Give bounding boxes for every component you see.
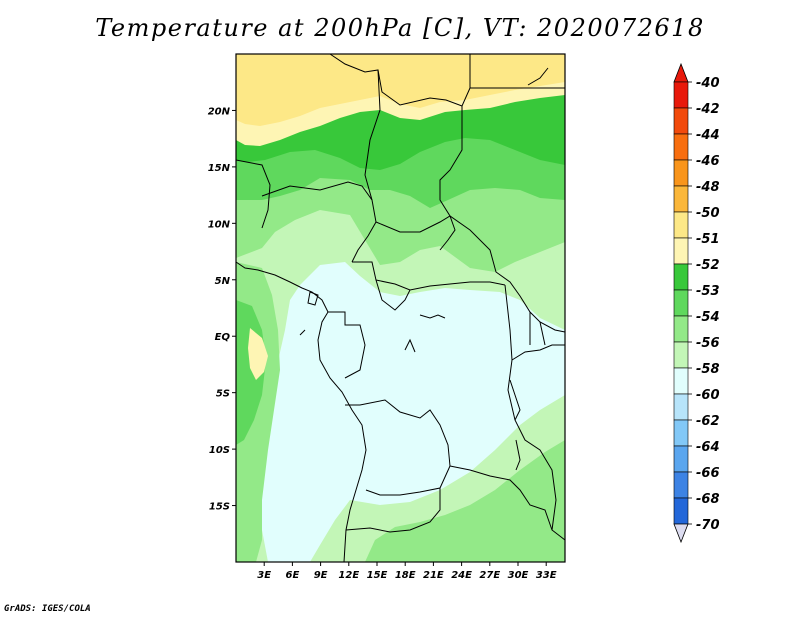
- lat-tick-label: 10S: [209, 445, 230, 456]
- colorbar-label: -60: [696, 388, 720, 403]
- colorbar-segment: [673, 445, 689, 473]
- colorbar-label: -66: [696, 466, 720, 481]
- lat-tick-label: 10N: [208, 219, 231, 230]
- lat-tick-label: 5S: [216, 389, 230, 400]
- lat-tick-label: 5N: [215, 276, 231, 287]
- colorbar-segment: [673, 263, 689, 291]
- colorbar-bottom-arrow: [673, 523, 689, 544]
- chart-title: Temperature at 200hPa [C], VT: 202007261…: [95, 14, 705, 42]
- colorbar-label: -44: [696, 128, 720, 143]
- colorbar-label: -51: [696, 232, 720, 247]
- lat-tick-label: 20N: [208, 106, 231, 117]
- lon-tick-label: 33E: [536, 570, 557, 581]
- colorbar-segment: [673, 211, 689, 239]
- lat-tick-label: 15N: [208, 163, 231, 174]
- field-yellow: [236, 54, 565, 126]
- field-green-south: [365, 440, 565, 562]
- colorbar-label: -50: [696, 206, 720, 221]
- lon-tick-label: 6E: [286, 570, 300, 581]
- field-pale-yellow-west: [248, 328, 268, 380]
- colorbar-segment: [673, 107, 689, 135]
- lon-tick-label: 21E: [423, 570, 444, 581]
- colorbar-label: -42: [696, 102, 720, 117]
- colorbar-label: -52: [696, 258, 720, 273]
- colorbar-segment: [673, 159, 689, 187]
- colorbar-label: -53: [696, 284, 720, 299]
- colorbar-segment: [673, 497, 689, 525]
- lon-tick-label: 12E: [338, 570, 359, 581]
- colorbar-label: -58: [696, 362, 720, 377]
- colorbar-label: -46: [696, 154, 720, 169]
- colorbar-segment: [673, 185, 689, 213]
- colorbar-label: -70: [696, 518, 720, 533]
- lon-tick-label: 15E: [367, 570, 388, 581]
- colorbar-label: -64: [696, 440, 720, 455]
- colorbar-segment: [673, 471, 689, 499]
- colorbar-segment: [673, 393, 689, 421]
- colorbar-segment: [673, 315, 689, 343]
- colorbar-label: -40: [696, 76, 720, 91]
- lon-tick-label: 18E: [395, 570, 416, 581]
- colorbar-segment: [673, 289, 689, 317]
- map-frame: [235, 53, 566, 563]
- colorbar-label: -68: [696, 492, 720, 507]
- colorbar: -40 -42 -44 -46 -48 -50 -51 -52 -53 -54 -56 -58 -60 -…: [673, 62, 720, 544]
- colorbar-segment: [673, 367, 689, 395]
- temperature-field: [236, 54, 565, 562]
- colorbar-top-arrow: [673, 62, 689, 83]
- country-borders: [235, 53, 566, 563]
- colorbar-segment: [673, 133, 689, 161]
- colorbar-label: -54: [696, 310, 720, 325]
- lat-tick-label: EQ: [215, 332, 231, 343]
- lon-tick-label: 27E: [479, 570, 500, 581]
- colorbar-label: -48: [696, 180, 720, 195]
- lon-tick-label: 24E: [451, 570, 472, 581]
- lon-tick-label: 3E: [257, 570, 271, 581]
- lat-tick-label: 15S: [209, 502, 230, 513]
- colorbar-segment: [673, 237, 689, 265]
- colorbar-label: -56: [696, 336, 720, 351]
- lon-tick-label: 30E: [508, 570, 529, 581]
- colorbar-segment: [673, 341, 689, 369]
- map-axes: 20N 15N 10N 5N EQ 5S 10S 15S 3E 6E 9E 12E 15E 18E 21E 2…: [208, 106, 557, 581]
- colorbar-segment: [673, 419, 689, 447]
- grads-credit: GrADS: IGES/COLA: [4, 604, 91, 614]
- colorbar-segment: [673, 81, 689, 109]
- colorbar-label: -62: [696, 414, 720, 429]
- lon-tick-label: 9E: [314, 570, 328, 581]
